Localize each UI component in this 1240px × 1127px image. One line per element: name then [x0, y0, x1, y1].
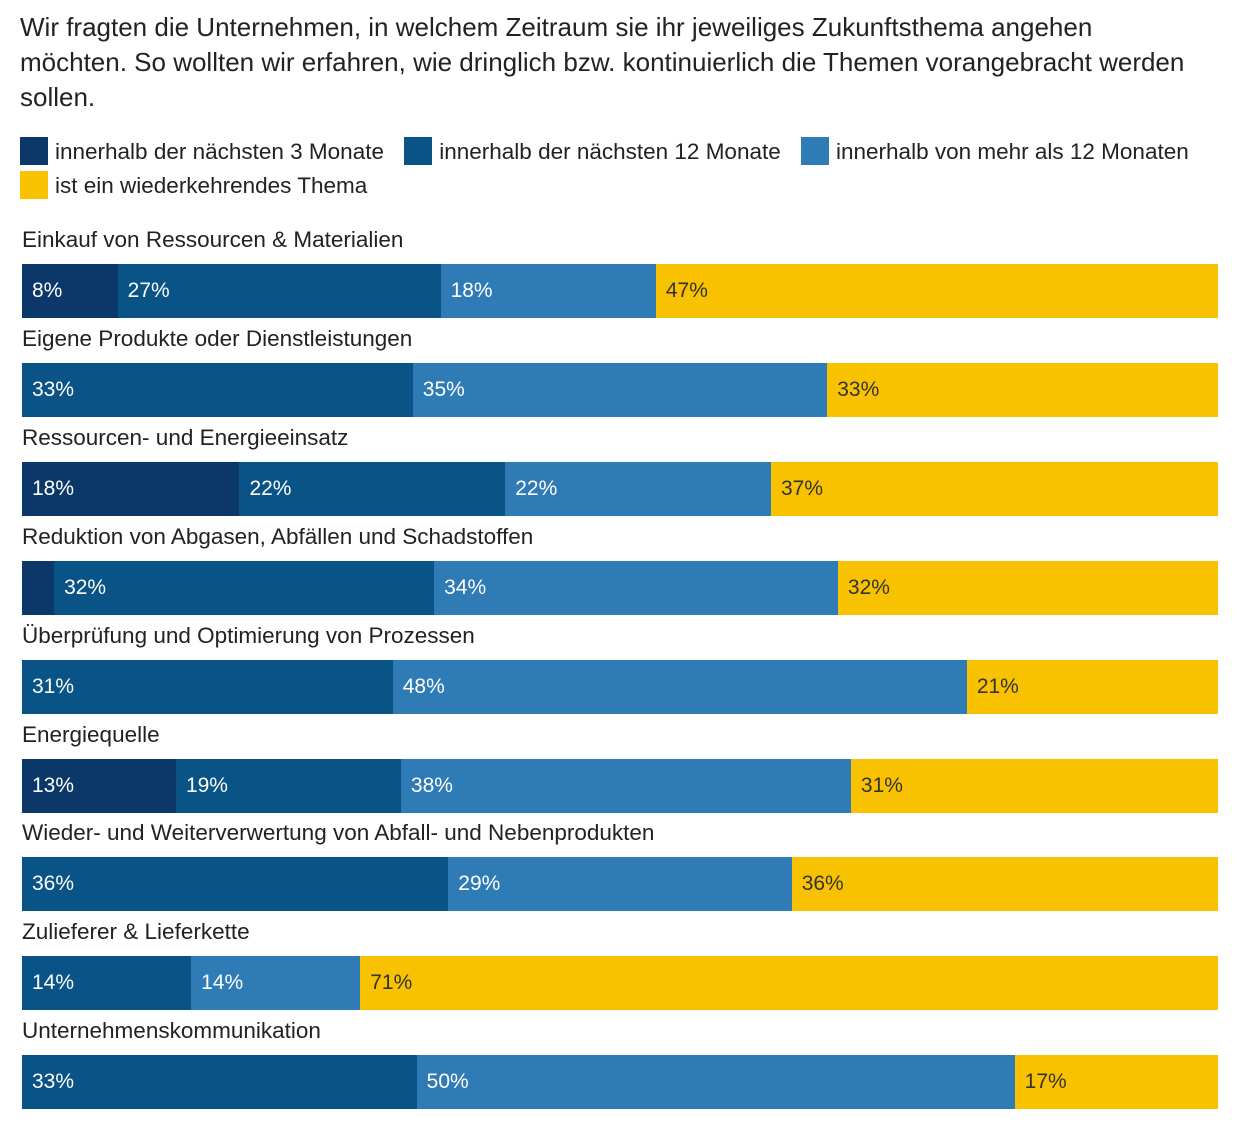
bar-segment-series-3: 50%	[416, 1055, 1015, 1109]
bar-segment-series-3: 34%	[434, 561, 838, 615]
bar-segment-series-2: 33%	[22, 1055, 417, 1109]
data-label: 17%	[1024, 1070, 1067, 1093]
bar-segment-series-4: 17%	[1014, 1055, 1218, 1109]
data-label: 8%	[32, 279, 63, 302]
legend-swatch	[801, 137, 830, 165]
category-label: Überprüfung und Optimierung von Prozesse…	[22, 623, 475, 648]
legend-label: innerhalb von mehr als 12 Monaten	[836, 139, 1189, 164]
bar-segment-series-4: 71%	[360, 956, 1218, 1010]
bar-segment-series-3: 48%	[392, 660, 967, 714]
data-label: 71%	[370, 971, 413, 994]
stacked-bar-row: 33% 35% 33%	[22, 363, 1218, 417]
bar-segment-series-2: 22%	[239, 462, 506, 516]
data-label: 31%	[32, 675, 75, 698]
stacked-bar-row: 32% 34% 32%	[22, 561, 1218, 615]
bar-segment-series-4: 37%	[770, 462, 1218, 516]
stacked-bar-row: 14% 14% 71%	[22, 956, 1218, 1010]
data-label: 31%	[860, 774, 903, 797]
data-label: 47%	[665, 279, 708, 302]
data-label: 34%	[444, 576, 487, 599]
category-label: Unternehmenskommunikation	[22, 1018, 321, 1043]
bar-segment-series-1: 13%	[22, 759, 176, 813]
stacked-bar-row: 13% 19% 38% 31%	[22, 759, 1218, 813]
category-label: Wieder- und Weiterverwertung von Abfall-…	[22, 820, 655, 845]
bar-segment-series-4: 21%	[966, 660, 1218, 714]
legend-swatch	[20, 137, 48, 165]
bar-segment-series-3: 18%	[440, 264, 656, 318]
category-label: Einkauf von Ressourcen & Materialien	[22, 227, 404, 252]
data-label: 19%	[185, 774, 228, 797]
data-label: 18%	[450, 279, 493, 302]
stacked-bar-row: 31% 48% 21%	[22, 660, 1218, 714]
data-label: 36%	[32, 872, 75, 895]
bar-segment-series-2: 33%	[22, 363, 413, 417]
bar-segment-series-3: 29%	[448, 857, 792, 911]
data-label: 36%	[801, 872, 844, 895]
bar-segment-series-3: 35%	[412, 363, 828, 417]
data-label: 22%	[515, 477, 558, 500]
legend-item-4: ist ein wiederkehrendes Thema	[20, 171, 368, 199]
legend-item-2: innerhalb der nächsten 12 Monate	[404, 137, 781, 165]
bar-segment-series-3: 14%	[191, 956, 361, 1010]
stacked-bar-row: 8% 27% 18% 47%	[22, 264, 1218, 318]
legend-item-1: innerhalb der nächsten 3 Monate	[20, 137, 384, 165]
data-label: 48%	[402, 675, 445, 698]
bar-segment-series-2: 19%	[175, 759, 401, 813]
data-label: 13%	[32, 774, 75, 797]
bar-segment-series-2: 31%	[22, 660, 393, 714]
stacked-bar-row: 33% 50% 17%	[22, 1055, 1218, 1109]
legend-label: innerhalb der nächsten 12 Monate	[439, 139, 781, 164]
data-label: 50%	[426, 1070, 469, 1093]
data-label: 35%	[422, 378, 465, 401]
data-label: 22%	[249, 477, 292, 500]
legend-swatch	[20, 171, 48, 199]
bar-segment-series-4: 32%	[837, 561, 1218, 615]
bar-segment-series-4: 47%	[655, 264, 1218, 318]
data-label: 32%	[64, 576, 107, 599]
stacked-bar-row: 18% 22% 22% 37%	[22, 462, 1218, 516]
chart-subtitle: Wir fragten die Unternehmen, in welchem …	[20, 12, 1185, 112]
data-label: 33%	[32, 378, 75, 401]
category-label: Reduktion von Abgasen, Abfällen und Scha…	[22, 524, 534, 549]
data-label: 32%	[847, 576, 890, 599]
bar-segment-series-3: 22%	[505, 462, 771, 516]
data-label: 33%	[837, 378, 880, 401]
bar-segment-series-1	[22, 561, 55, 615]
legend-item-3: innerhalb von mehr als 12 Monaten	[801, 137, 1189, 165]
category-label: Zulieferer & Lieferkette	[22, 919, 250, 944]
category-label: Energiequelle	[22, 722, 160, 747]
data-label: 37%	[780, 477, 824, 500]
bar-segment-series-4: 36%	[791, 857, 1218, 911]
bar-segment-series-4: 33%	[827, 363, 1218, 417]
bar-segment-series-3: 38%	[400, 759, 851, 813]
legend-label: innerhalb der nächsten 3 Monate	[55, 139, 384, 164]
data-label: 33%	[32, 1070, 75, 1093]
bar-segment-series-1: 8%	[22, 264, 118, 318]
legend-swatch	[404, 137, 433, 165]
data-label: 18%	[32, 477, 75, 500]
category-label: Ressourcen- und Energieeinsatz	[22, 425, 349, 450]
bar-segment-series-2: 32%	[54, 561, 435, 615]
data-label: 29%	[458, 872, 501, 895]
data-label: 27%	[127, 279, 170, 302]
bar-segment-series-2: 36%	[22, 857, 449, 911]
legend-label: ist ein wiederkehrendes Thema	[55, 173, 368, 198]
stacked-bar-row: 36% 29% 36%	[22, 857, 1218, 911]
chart-legend: innerhalb der nächsten 3 Monate innerhal…	[20, 135, 1220, 203]
bar-segment-series-2: 27%	[117, 264, 441, 318]
data-label: 14%	[201, 971, 244, 994]
category-label: Eigene Produkte oder Dienstleistungen	[22, 326, 413, 351]
bar-segment-series-4: 31%	[850, 759, 1218, 813]
bar-segment-series-2: 14%	[22, 956, 192, 1010]
data-label: 21%	[976, 675, 1019, 698]
data-label: 14%	[32, 971, 75, 994]
bar-segment-series-1: 18%	[22, 462, 240, 516]
data-label: 38%	[410, 774, 453, 797]
